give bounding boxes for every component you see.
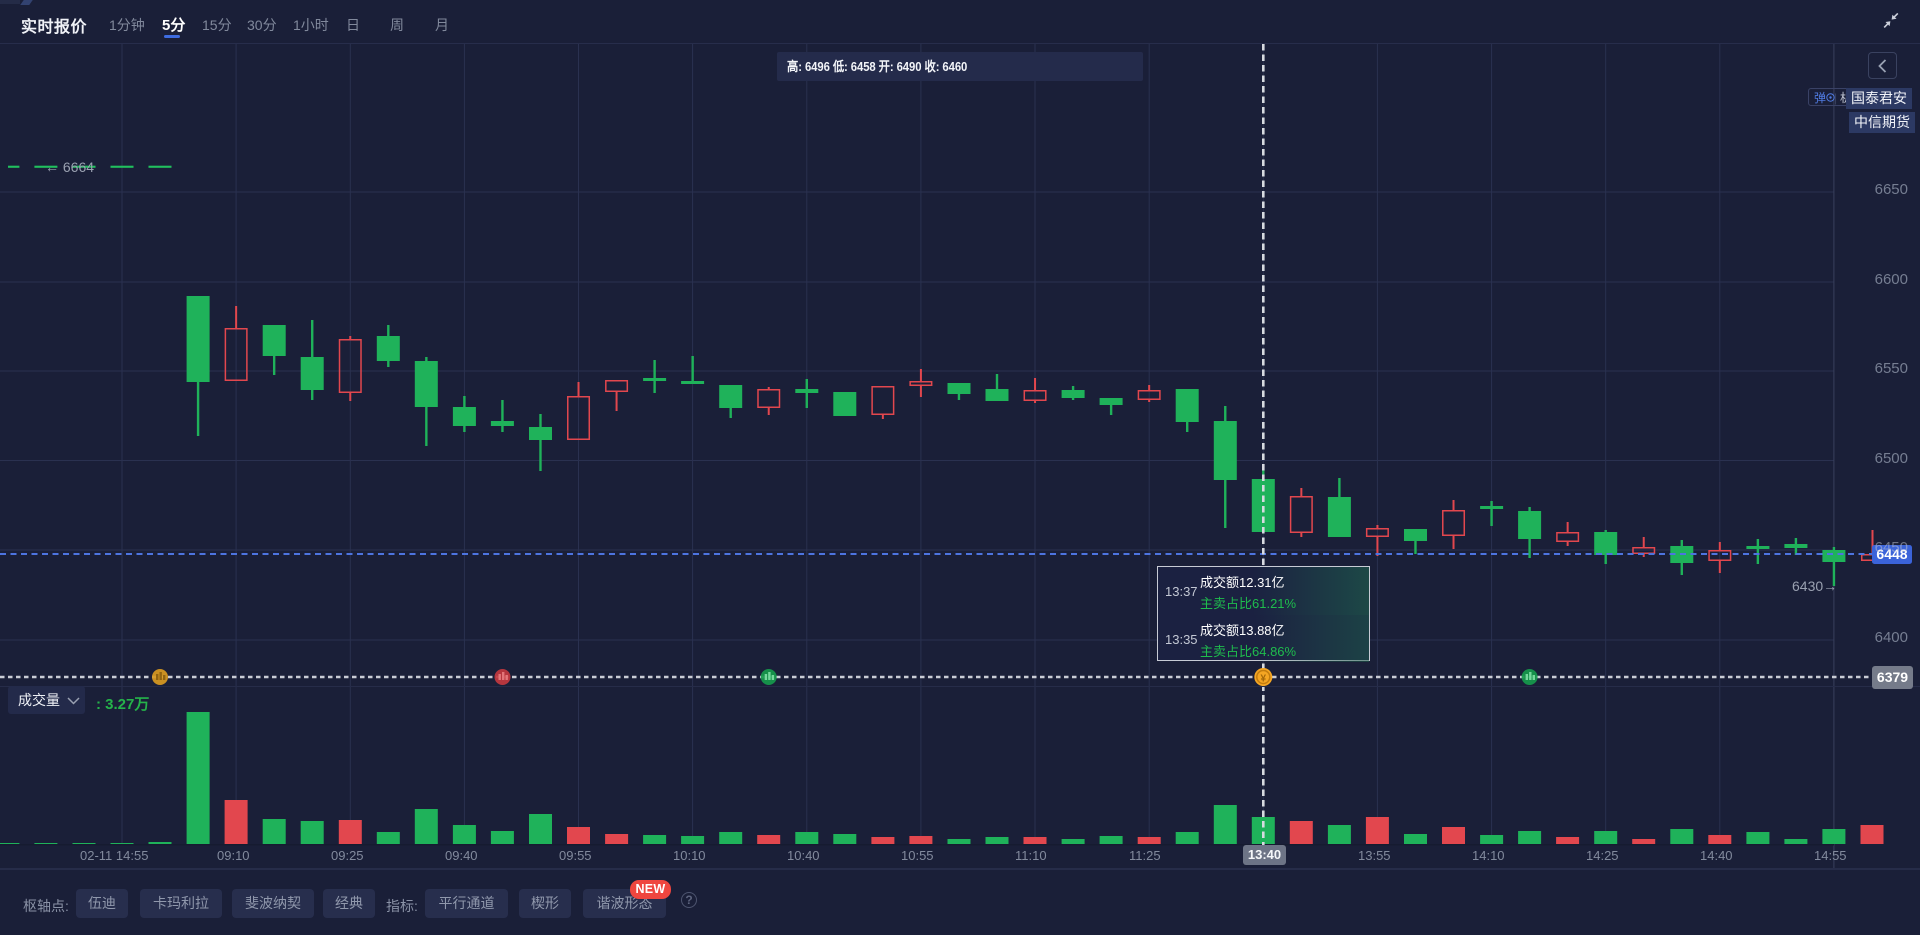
svg-text:¥: ¥ bbox=[1261, 674, 1267, 685]
